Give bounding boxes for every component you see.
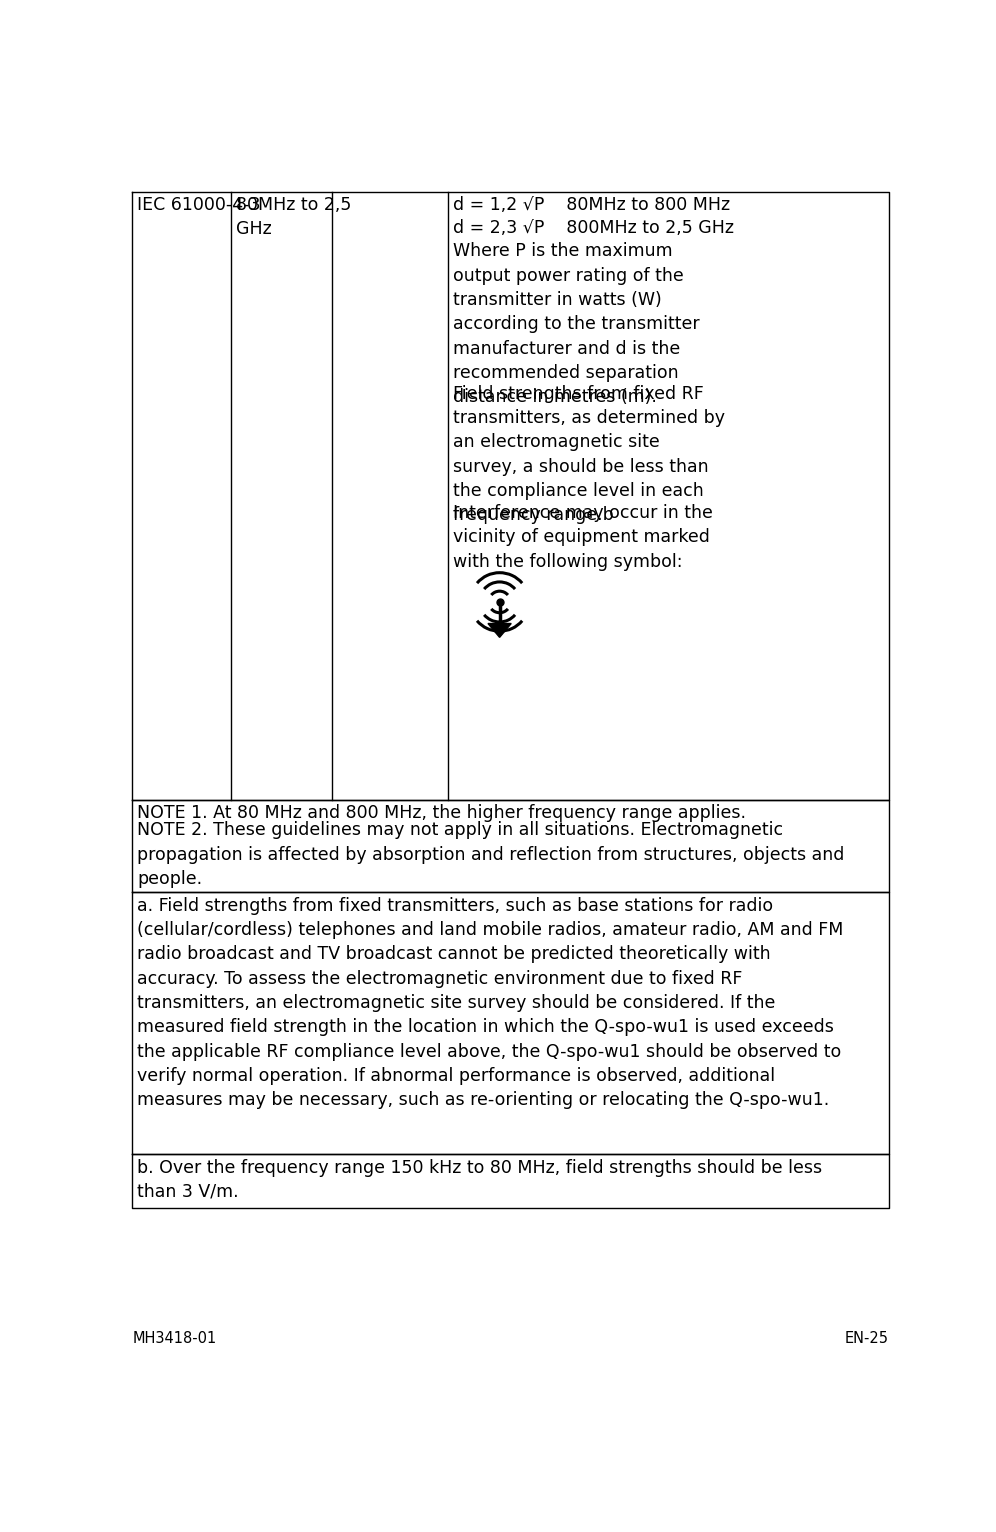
Text: NOTE 2. These guidelines may not apply in all situations. Electromagnetic
propag: NOTE 2. These guidelines may not apply i… bbox=[136, 821, 845, 889]
Text: Where P is the maximum
output power rating of the
transmitter in watts (W)
accor: Where P is the maximum output power rati… bbox=[453, 242, 700, 406]
Text: d = 1,2 √P    80MHz to 800 MHz: d = 1,2 √P 80MHz to 800 MHz bbox=[453, 196, 730, 214]
Text: d = 2,3 √P    800MHz to 2,5 GHz: d = 2,3 √P 800MHz to 2,5 GHz bbox=[453, 219, 734, 237]
Text: Interference may occur in the
vicinity of equipment marked
with the following sy: Interference may occur in the vicinity o… bbox=[453, 504, 713, 571]
Text: IEC 61000-4-3: IEC 61000-4-3 bbox=[136, 196, 260, 214]
Text: MH3418-01: MH3418-01 bbox=[132, 1331, 216, 1347]
Text: EN-25: EN-25 bbox=[845, 1331, 888, 1347]
Text: NOTE 1. At 80 MHz and 800 MHz, the higher frequency range applies.: NOTE 1. At 80 MHz and 800 MHz, the highe… bbox=[136, 804, 746, 823]
Text: 80MHz to 2,5
GHz: 80MHz to 2,5 GHz bbox=[236, 196, 352, 239]
Text: b. Over the frequency range 150 kHz to 80 MHz, field strengths should be less
th: b. Over the frequency range 150 kHz to 8… bbox=[136, 1158, 822, 1201]
Text: Field strengths from fixed RF
transmitters, as determined by
an electromagnetic : Field strengths from fixed RF transmitte… bbox=[453, 385, 725, 524]
Polygon shape bbox=[488, 624, 511, 637]
Text: a. Field strengths from fixed transmitters, such as base stations for radio
(cel: a. Field strengths from fixed transmitte… bbox=[136, 896, 844, 1109]
